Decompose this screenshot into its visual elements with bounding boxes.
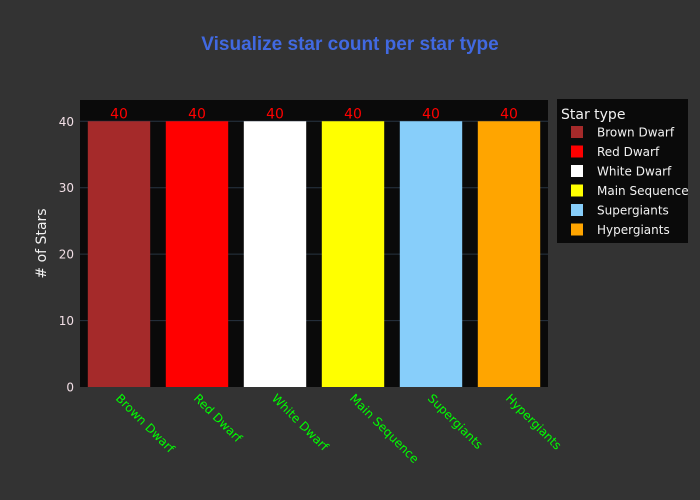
bar[interactable] (321, 121, 385, 387)
legend-swatch (571, 204, 583, 216)
legend-label: Hypergiants (597, 223, 670, 237)
y-axis-title: # of Stars (34, 208, 50, 278)
chart-title: Visualize star count per star type (201, 34, 498, 55)
y-tick-label: 30 (59, 181, 74, 195)
y-tick-label: 0 (66, 381, 74, 395)
y-tick-label: 40 (59, 115, 74, 129)
legend-swatch (571, 126, 583, 138)
legend-label: Brown Dwarf (597, 126, 675, 140)
legend-title: Star type (561, 107, 625, 123)
bar[interactable] (399, 121, 463, 387)
bar[interactable] (165, 121, 229, 387)
y-axis-ticks: 0 10 20 30 40 (59, 115, 74, 395)
gridlines (80, 120, 548, 322)
bars (87, 121, 541, 387)
legend-items[interactable]: Brown Dwarf Red Dwarf White Dwarf Main Sequ… (571, 126, 689, 238)
legend-item[interactable]: Hypergiants (571, 223, 670, 237)
legend-swatch (571, 145, 583, 158)
legend-label: Main Sequence (597, 184, 689, 198)
plot-area (80, 100, 548, 387)
legend-item[interactable]: Supergiants (571, 204, 669, 218)
bar-value-label: 40 (500, 106, 518, 122)
legend-label: White Dwarf (597, 165, 672, 179)
data-labels: 40 40 40 40 40 40 (110, 106, 518, 122)
bar-value-label: 40 (422, 106, 440, 122)
bar-value-label: 40 (110, 106, 128, 122)
bar[interactable] (87, 121, 151, 387)
legend-swatch (571, 165, 583, 177)
legend-item[interactable]: Red Dwarf (571, 145, 660, 159)
bar-value-label: 40 (188, 106, 206, 122)
legend-swatch (571, 223, 583, 236)
y-tick-label: 20 (59, 248, 74, 262)
legend-label: Supergiants (597, 204, 669, 218)
legend-item[interactable]: Main Sequence (571, 184, 689, 198)
bar[interactable] (477, 121, 541, 387)
legend[interactable]: Star type Brown Dwarf Red Dwarf White Dwar… (557, 99, 689, 243)
bar[interactable] (243, 121, 307, 387)
legend-swatch (571, 184, 583, 197)
y-tick-label: 10 (59, 314, 74, 328)
bar-value-label: 40 (266, 106, 284, 122)
legend-item[interactable]: Brown Dwarf (571, 126, 675, 140)
bar-value-label: 40 (344, 106, 362, 122)
legend-item[interactable]: White Dwarf (571, 165, 672, 179)
legend-label: Red Dwarf (597, 145, 660, 159)
